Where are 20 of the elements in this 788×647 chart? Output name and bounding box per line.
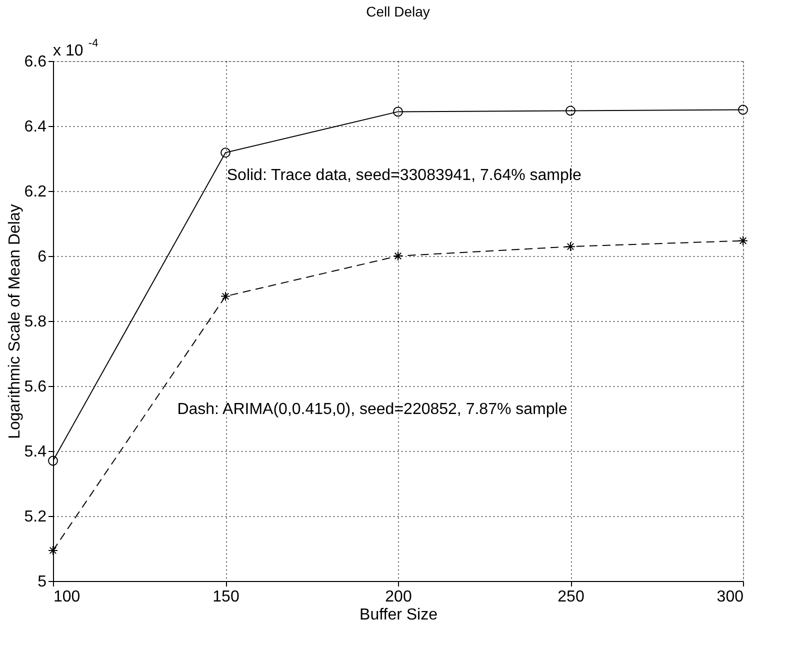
x-tick-label: 150 — [212, 588, 240, 606]
y-axis-title: Logarithmic Scale of Mean Delay — [6, 204, 24, 439]
chart-title: Cell Delay — [366, 3, 430, 20]
y-tick-label: 5.2 — [24, 508, 47, 526]
x-tick-label: 300 — [716, 588, 744, 606]
annotation: Dash: ARIMA(0,0.415,0), seed=220852, 7.87% sample — [177, 400, 568, 418]
y-tick-label: 5.4 — [24, 444, 47, 460]
text: x 10-4 — [53, 37, 98, 60]
x-tick-label: 250 — [558, 588, 584, 606]
y-tick-label: 6.6 — [24, 54, 47, 70]
y-tick-label: 6 — [38, 248, 47, 266]
y-tick-label: 5 — [38, 574, 47, 590]
x-tick-label: 200 — [385, 588, 412, 606]
y-tick-label: 6.4 — [24, 118, 47, 136]
annotation: Solid: Trace data, seed=33083941, 7.64% sample — [226, 166, 582, 184]
x-axis-title: Buffer Size — [360, 606, 438, 624]
x-tick-label: 100 — [54, 588, 80, 606]
y-tick-label: 5.6 — [24, 378, 47, 396]
y-tick-label: 5.8 — [24, 314, 47, 330]
y-tick-label: 6.2 — [24, 184, 47, 200]
